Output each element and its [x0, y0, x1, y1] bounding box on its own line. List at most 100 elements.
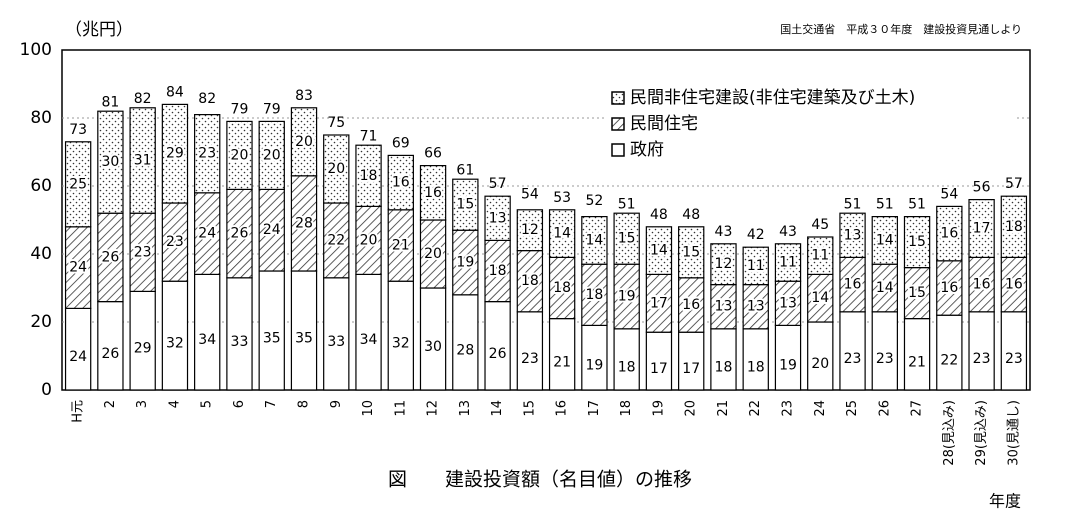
segment-label: 20 [263, 147, 281, 163]
bar-segment [742, 284, 769, 330]
total-label: 48 [682, 207, 700, 223]
x-tick-label: H元 [71, 400, 86, 423]
total-label: 71 [360, 129, 378, 145]
bar-segment [258, 120, 285, 191]
segment-label: 34 [198, 332, 216, 348]
segment-label: 26 [101, 346, 119, 362]
total-label: 51 [618, 197, 636, 213]
segment-label: 23 [521, 351, 539, 367]
bar-segment [258, 188, 285, 272]
bar-segment [484, 239, 511, 303]
x-tick-label: 11 [393, 400, 408, 417]
y-tick-label: 100 [20, 40, 52, 60]
bar-segment [226, 120, 253, 191]
x-tick-label: 10 [361, 400, 376, 417]
total-label: 51 [844, 197, 862, 213]
x-tick-label: 18 [619, 400, 634, 417]
x-tick-label: 16 [555, 400, 570, 417]
segment-label: 13 [747, 299, 765, 315]
segment-label: 16 [844, 277, 862, 293]
y-tick-label: 0 [41, 380, 52, 400]
x-axis-label: 年度 [989, 492, 1021, 511]
x-tick-label: 29(見込み) [974, 400, 989, 466]
total-label: 57 [1005, 176, 1023, 192]
total-label: 69 [392, 135, 410, 151]
bar-segment [807, 236, 834, 276]
total-label: 57 [489, 176, 507, 192]
total-label: 82 [134, 91, 152, 107]
x-tick-label: 7 [264, 400, 279, 408]
segment-label: 11 [779, 255, 797, 271]
x-tick-label: 22 [748, 400, 763, 417]
x-tick-label: 28(見込み) [942, 400, 957, 466]
bar-segment [516, 250, 544, 313]
bar-segment [97, 301, 124, 391]
segment-label: 13 [715, 299, 733, 315]
segment-label: 13 [489, 210, 507, 226]
x-tick-label: 30(見通し) [1006, 400, 1021, 466]
bar-segment [548, 318, 576, 391]
y-tick-label: 80 [30, 108, 52, 128]
segment-label: 22 [327, 232, 345, 248]
segment-label: 15 [456, 197, 474, 213]
segment-label: 17 [650, 295, 668, 311]
segment-label: 22 [940, 353, 958, 369]
x-tick-label: 4 [167, 400, 182, 408]
bar-segment [97, 212, 124, 303]
x-tick-label: 3 [135, 400, 150, 408]
x-tick-label: 14 [490, 400, 505, 417]
segment-label: 24 [69, 260, 87, 276]
segment-label: 14 [650, 243, 668, 259]
y-axis-label: （兆円） [65, 20, 133, 40]
bar-segment [129, 107, 156, 214]
total-label: 81 [101, 95, 119, 111]
bar-segment [484, 301, 511, 391]
bar-segment [903, 267, 931, 320]
segment-label: 16 [940, 226, 958, 242]
bar-segment [968, 311, 995, 391]
plot-frame [61, 49, 1031, 391]
bar-segment [839, 212, 866, 258]
total-label: 75 [327, 115, 345, 131]
bar-segment [839, 256, 866, 313]
bar-segment [64, 307, 92, 391]
source: 国土交通省 平成３０年度 建設投資見通しより [780, 22, 1022, 36]
segment-label: 20 [424, 246, 442, 262]
bar-segment [387, 154, 414, 211]
bar-segment [645, 226, 673, 276]
segment-label: 23 [134, 244, 152, 260]
total-label: 48 [650, 207, 668, 223]
y-tick-label: 60 [30, 176, 52, 196]
bar-segment [290, 270, 318, 391]
segment-label: 20 [231, 147, 249, 163]
total-label: 42 [747, 227, 765, 243]
x-tick-label: 21 [716, 400, 731, 417]
segment-label: 21 [908, 354, 926, 370]
total-label: 73 [69, 122, 87, 138]
total-label: 79 [263, 101, 281, 117]
segment-label: 15 [908, 285, 926, 301]
x-tick-label: 24 [813, 400, 828, 417]
total-label: 83 [295, 88, 313, 104]
x-tick-label: 6 [232, 400, 247, 408]
chart-title: 図 建設投資額（名目値）の推移 [388, 469, 692, 491]
bar-segment [355, 273, 382, 391]
total-label: 56 [973, 180, 991, 196]
bar-segment [226, 277, 253, 391]
bar-segment [452, 294, 479, 391]
x-tick-label: 9 [329, 400, 344, 408]
segment-label: 18 [585, 287, 603, 303]
bar-segment [742, 246, 769, 286]
x-tick-label: 20 [684, 400, 699, 417]
bar-segment [290, 107, 318, 177]
segment-label: 16 [424, 185, 442, 201]
bar-segment [484, 195, 511, 241]
segment-label: 14 [811, 290, 829, 306]
bar-segment [419, 219, 447, 289]
total-label: 54 [521, 186, 539, 202]
segment-label: 18 [1005, 219, 1023, 235]
legend-label: 民間非住宅建設(非住宅建築及び土木) [630, 88, 915, 108]
bar-segment [936, 205, 963, 262]
segment-label: 35 [263, 331, 281, 347]
segment-label: 14 [585, 232, 603, 248]
